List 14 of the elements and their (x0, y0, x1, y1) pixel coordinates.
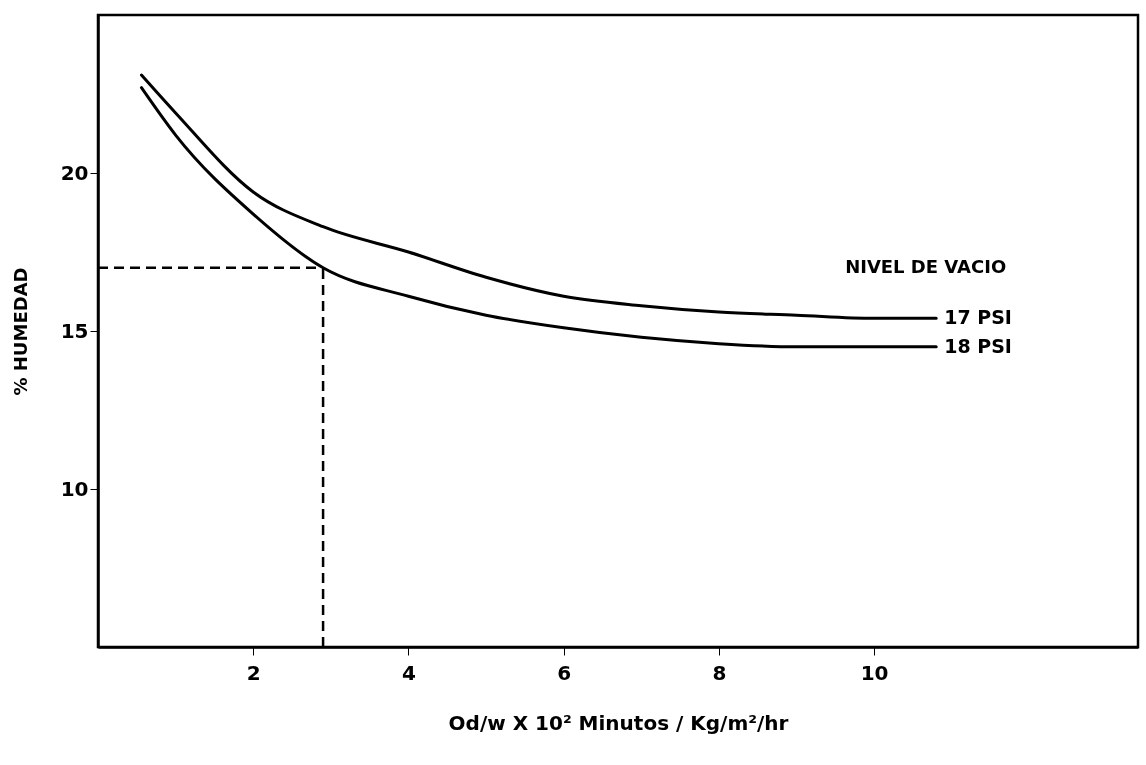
x-tick-label: 2 (246, 660, 261, 685)
series-label: 18 PSI (944, 334, 1012, 357)
y-tick-label: 10 (60, 476, 89, 501)
x-tick-label: 10 (860, 660, 889, 685)
x-axis-title: Od/w X 10² Minutos / Kg/m²/hr (448, 710, 789, 735)
y-axis-title: % HUMEDAD (9, 267, 31, 396)
x-tick-label: 8 (712, 660, 727, 685)
y-tick-label: 15 (60, 318, 89, 343)
x-tick-label: 4 (401, 660, 416, 685)
x-tick-label: 6 (557, 660, 572, 685)
legend-title: NIVEL DE VACIO (845, 256, 1007, 278)
y-tick-label: 20 (60, 160, 89, 185)
line-series (139, 73, 938, 320)
series-label: 17 PSI (944, 306, 1012, 329)
